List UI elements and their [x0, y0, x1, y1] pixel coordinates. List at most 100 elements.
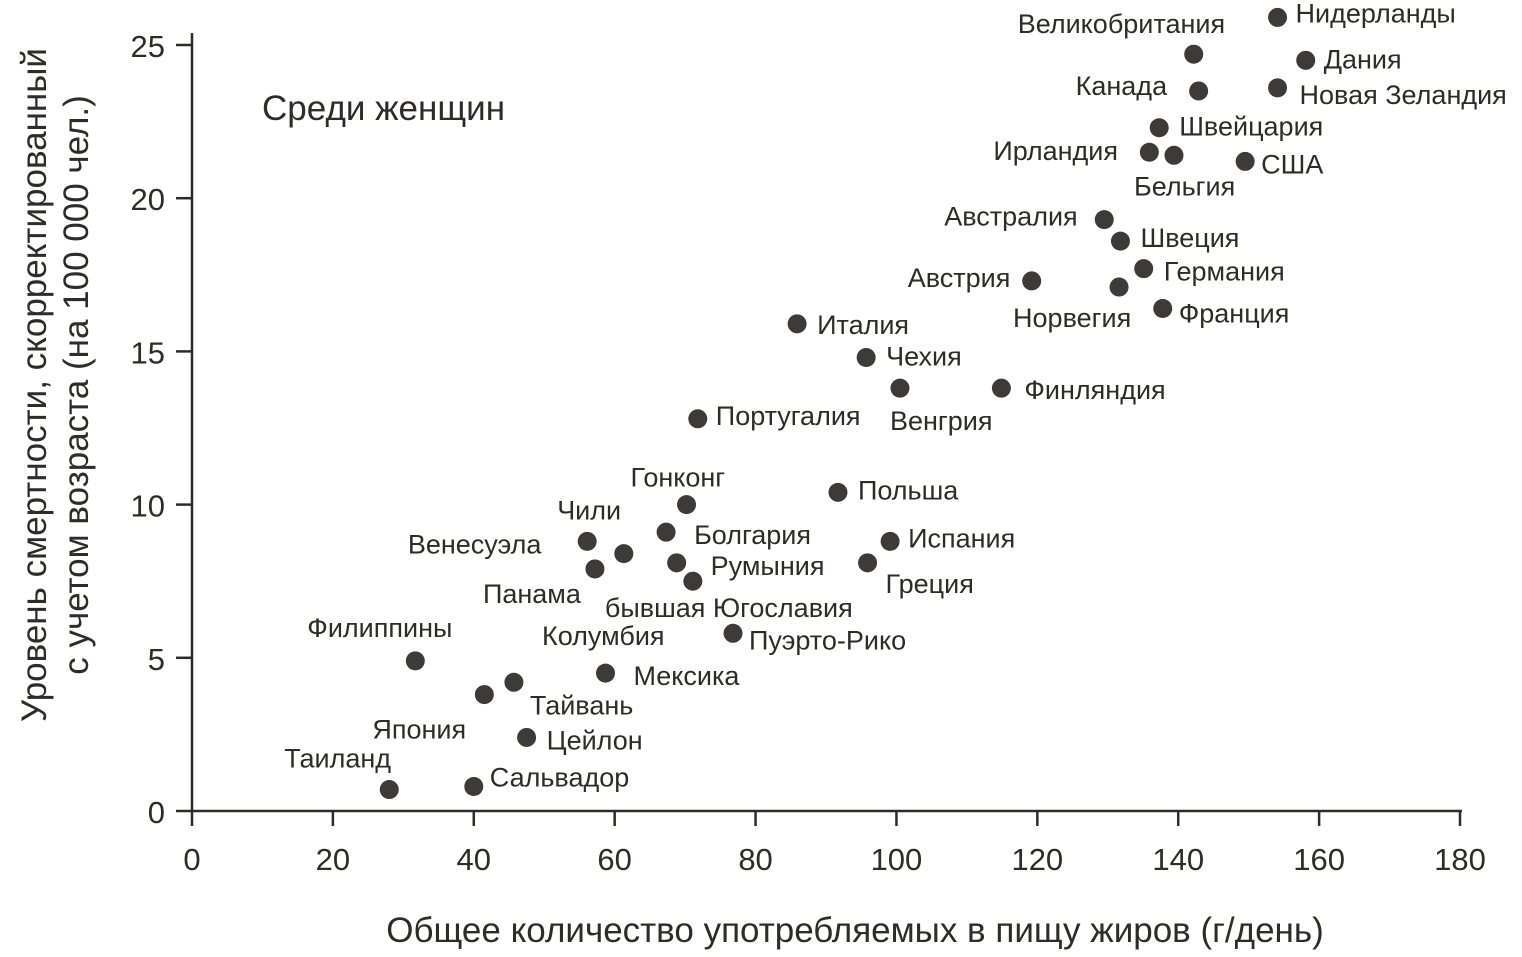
x-tick-label: 40	[457, 842, 491, 877]
point-label: Франция	[1179, 299, 1290, 329]
data-point	[677, 495, 697, 515]
point-label: Великобритания	[1018, 9, 1225, 39]
data-point	[890, 378, 910, 398]
data-point	[585, 559, 605, 579]
data-point	[1094, 210, 1114, 230]
x-tick-label: 140	[1152, 842, 1204, 877]
data-point	[1153, 299, 1173, 319]
point-label: США	[1261, 149, 1323, 179]
x-tick-label: 80	[738, 842, 772, 877]
data-point	[504, 672, 524, 692]
y-axis-title: Уровень смертности, скорректированный с …	[15, 48, 96, 722]
point-label: Гонконг	[631, 463, 726, 493]
point-label: Бельгия	[1134, 171, 1235, 201]
data-point	[1189, 81, 1209, 101]
x-tick-label: 100	[871, 842, 923, 877]
data-point	[723, 623, 743, 643]
data-points	[379, 7, 1316, 800]
data-point	[474, 685, 494, 705]
data-point	[787, 314, 807, 334]
point-label: Польша	[858, 475, 959, 505]
point-label: Цейлон	[547, 725, 643, 755]
point-label: Финляндия	[1024, 375, 1165, 405]
data-point	[577, 531, 597, 551]
y-tick-label: 10	[131, 489, 165, 524]
data-point	[1110, 231, 1130, 251]
point-label: Норвегия	[1013, 303, 1131, 333]
data-point	[1296, 50, 1316, 70]
data-point	[405, 651, 425, 671]
point-label: Австрия	[908, 263, 1011, 293]
data-point	[991, 378, 1011, 398]
point-label: Португалия	[716, 401, 861, 431]
y-tick-label: 15	[131, 335, 165, 370]
data-point	[1139, 142, 1159, 162]
data-point	[1109, 277, 1129, 297]
point-label: Швейцария	[1179, 112, 1323, 142]
point-label: Тайвань	[530, 690, 633, 720]
point-label: Канада	[1076, 71, 1168, 101]
point-label: Румыния	[711, 551, 825, 581]
x-axis-title: Общее количество употребляемых в пищу жи…	[386, 911, 1324, 950]
data-point	[880, 531, 900, 551]
data-point	[1164, 145, 1184, 165]
point-label: Швеция	[1140, 223, 1239, 253]
x-tick-label: 160	[1293, 842, 1345, 877]
point-label: бывшая Югославия	[605, 593, 853, 623]
y-tick-label: 20	[131, 182, 165, 217]
point-label: Мексика	[634, 661, 741, 691]
data-point	[1022, 271, 1042, 291]
y-tick-label: 0	[148, 795, 165, 830]
point-label: Греция	[886, 569, 974, 599]
y-tick-label: 25	[131, 29, 165, 64]
data-point	[856, 348, 876, 368]
x-tick-label: 20	[316, 842, 350, 877]
point-label: Ирландия	[993, 136, 1118, 166]
data-point	[683, 571, 703, 591]
point-label: Панама	[483, 579, 582, 609]
point-label: Новая Зеландия	[1300, 80, 1507, 110]
point-label: Япония	[372, 715, 466, 745]
data-point	[517, 727, 537, 747]
data-point	[656, 522, 676, 542]
axes	[190, 33, 1462, 813]
data-point	[667, 553, 687, 573]
data-point	[1149, 118, 1169, 138]
point-label: Австралия	[944, 202, 1077, 232]
point-label: Чили	[557, 495, 621, 525]
data-point	[614, 544, 634, 564]
point-label: Сальвадор	[490, 762, 629, 792]
data-point	[688, 409, 708, 429]
point-label: Пуэрто-Рико	[749, 625, 906, 655]
y-tick-label: 5	[148, 642, 165, 677]
x-tick-label: 60	[597, 842, 631, 877]
data-point	[828, 482, 848, 502]
point-label: Филиппины	[307, 613, 452, 643]
point-label: Таиланд	[284, 744, 391, 774]
point-label: Нидерланды	[1296, 0, 1456, 28]
data-point	[1268, 78, 1288, 98]
point-labels: Таиланд Сальвадор Цейлон Япония Тайвань Филип…	[284, 0, 1507, 792]
point-label: Дания	[1324, 44, 1402, 74]
data-point	[1134, 259, 1154, 279]
point-label: Италия	[817, 310, 909, 340]
point-label: Колумбия	[542, 621, 665, 651]
y-axis-title-line-2: с учетом возраста (на 100 000 чел.)	[57, 95, 96, 674]
point-label: Чехия	[886, 342, 962, 372]
point-label: Испания	[908, 523, 1015, 553]
data-point	[379, 780, 399, 800]
x-tick-label: 0	[183, 842, 200, 877]
chart-annotation: Среди женщин	[262, 89, 505, 128]
data-point	[1268, 7, 1288, 27]
point-label: Германия	[1164, 257, 1285, 287]
data-point	[596, 663, 616, 683]
data-point	[1184, 44, 1204, 64]
data-point	[858, 553, 878, 573]
x-tick-label: 120	[1011, 842, 1063, 877]
ticks: 0 20 40 60 80 100 120 140 160 180 0 5 10 15 20 25	[131, 29, 1486, 877]
data-point	[1235, 151, 1255, 171]
point-label: Венесуэла	[408, 530, 543, 560]
y-axis-title-line-1: Уровень смертности, скорректированный	[15, 48, 54, 722]
